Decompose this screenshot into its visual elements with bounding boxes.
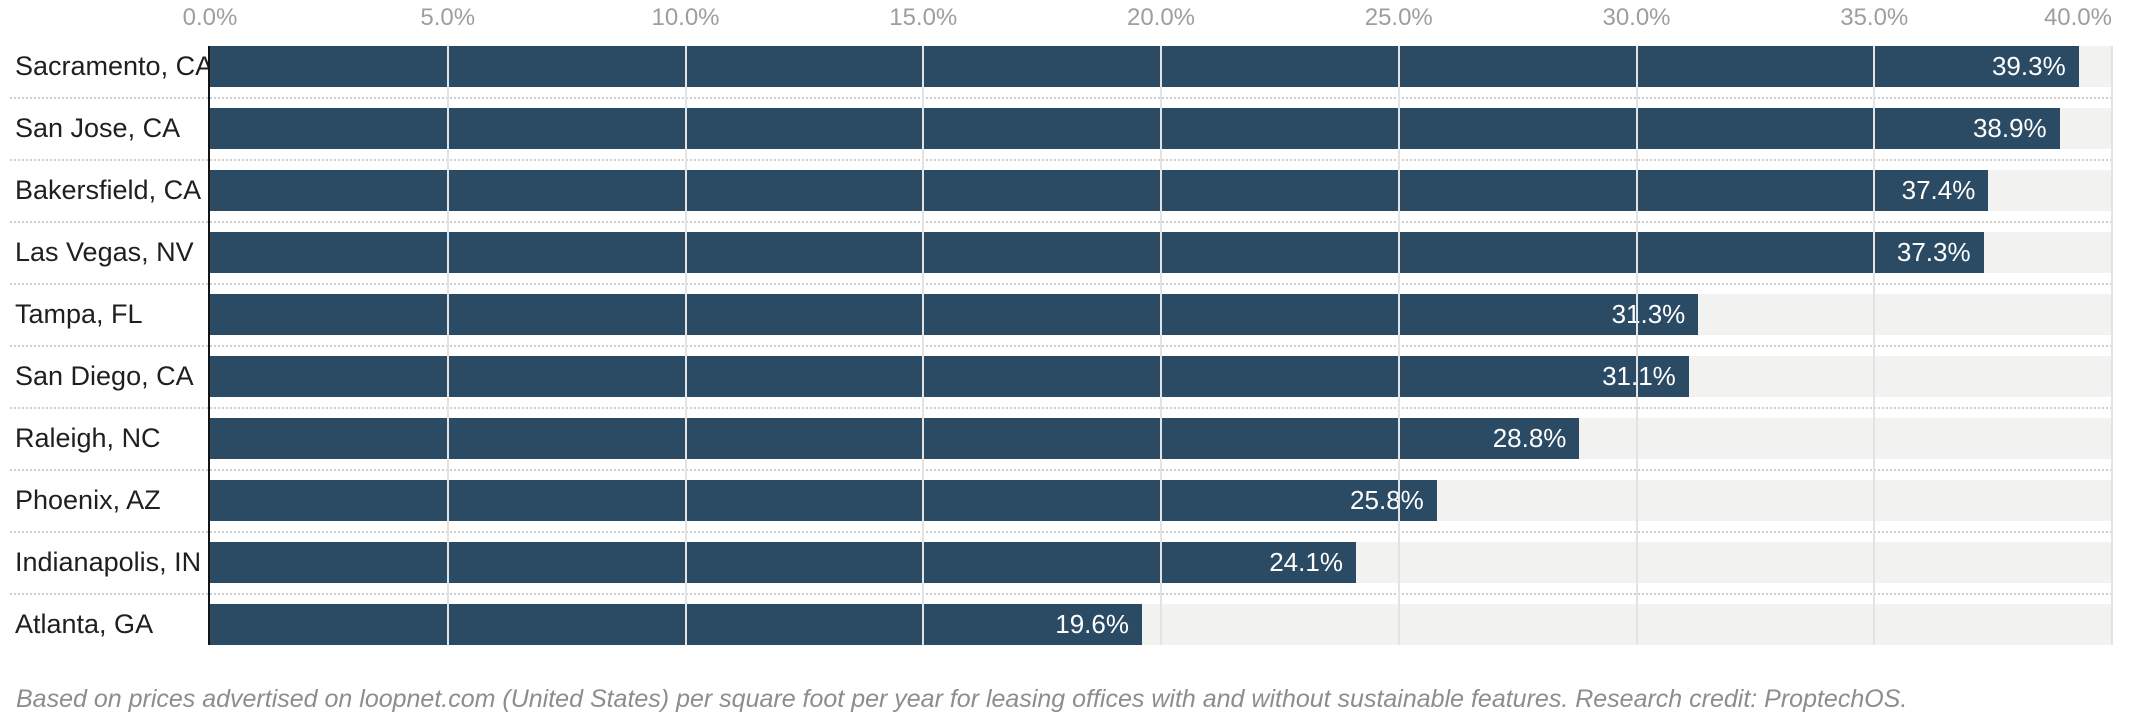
- row-separator: [10, 407, 2112, 409]
- bar-value-label: 19.6%: [1055, 609, 1129, 639]
- category-label: Raleigh, NC: [15, 423, 161, 453]
- grid-line: [1397, 46, 1400, 645]
- bar-value-label: 31.1%: [1602, 361, 1676, 391]
- category-label: Sacramento, CA: [15, 51, 214, 81]
- x-tick-label: 30.0%: [1602, 4, 1671, 31]
- x-tick-label: 10.0%: [651, 4, 720, 31]
- row-track: 39.3%: [210, 46, 2112, 87]
- row-track: 37.4%: [210, 170, 2112, 211]
- bar-value-label: 31.3%: [1611, 299, 1686, 329]
- row-separator: [10, 593, 2112, 595]
- bar: 39.3%: [210, 46, 2079, 87]
- bar: 25.8%: [210, 480, 1437, 521]
- bar-value-label: 38.9%: [1972, 113, 2047, 143]
- x-tick-label: 40.0%: [2043, 4, 2112, 31]
- bar-value-label: 24.1%: [1269, 547, 1343, 577]
- category-label: San Diego, CA: [15, 361, 194, 391]
- row-separator: [10, 159, 2112, 161]
- x-tick-label: 25.0%: [1364, 4, 1433, 31]
- grid-line: [446, 46, 449, 645]
- y-axis-line: [208, 46, 210, 645]
- bar: 19.6%: [210, 604, 1142, 645]
- category-label: Indianapolis, IN: [15, 547, 202, 577]
- chart-footnote: Based on prices advertised on loopnet.co…: [16, 685, 1908, 713]
- grid-line: [2111, 46, 2113, 645]
- row-separator: [10, 531, 2112, 533]
- x-tick-label: 0.0%: [182, 4, 238, 31]
- category-label: San Jose, CA: [15, 113, 181, 143]
- category-label: Bakersfield, CA: [15, 175, 202, 205]
- grid-line: [922, 46, 925, 645]
- grid-line: [1160, 46, 1162, 645]
- bar-value-label: 39.3%: [1991, 51, 2066, 81]
- row-separator: [10, 283, 2112, 285]
- bar: 37.4%: [210, 170, 1989, 211]
- category-label: Phoenix, AZ: [15, 485, 161, 515]
- row-separator: [10, 221, 2112, 223]
- grid-line: [684, 46, 687, 645]
- x-tick-label: 20.0%: [1126, 4, 1196, 31]
- bar-value-label: 28.8%: [1492, 423, 1567, 453]
- grid-line: [1635, 46, 1638, 645]
- row-separator: [10, 469, 2112, 471]
- bar: 38.9%: [210, 108, 2060, 149]
- grid-line: [1873, 46, 1876, 645]
- row-separator: [10, 97, 2112, 99]
- category-label: Las Vegas, NV: [15, 237, 194, 267]
- category-label: Tampa, FL: [15, 299, 143, 329]
- bar-value-label: 25.8%: [1350, 485, 1424, 515]
- x-tick-label: 15.0%: [889, 4, 958, 31]
- bar: 31.1%: [210, 356, 1689, 397]
- bar: 37.3%: [210, 232, 1984, 273]
- bar: 31.3%: [210, 294, 1699, 335]
- category-label: Atlanta, GA: [15, 609, 154, 639]
- x-tick-label: 35.0%: [1840, 4, 1909, 31]
- bar-value-label: 37.3%: [1896, 237, 1971, 267]
- bar: 28.8%: [210, 418, 1580, 459]
- bar-value-label: 37.4%: [1901, 175, 1976, 205]
- bar: 24.1%: [210, 542, 1356, 583]
- x-tick-label: 5.0%: [420, 4, 476, 31]
- row-separator: [10, 345, 2112, 347]
